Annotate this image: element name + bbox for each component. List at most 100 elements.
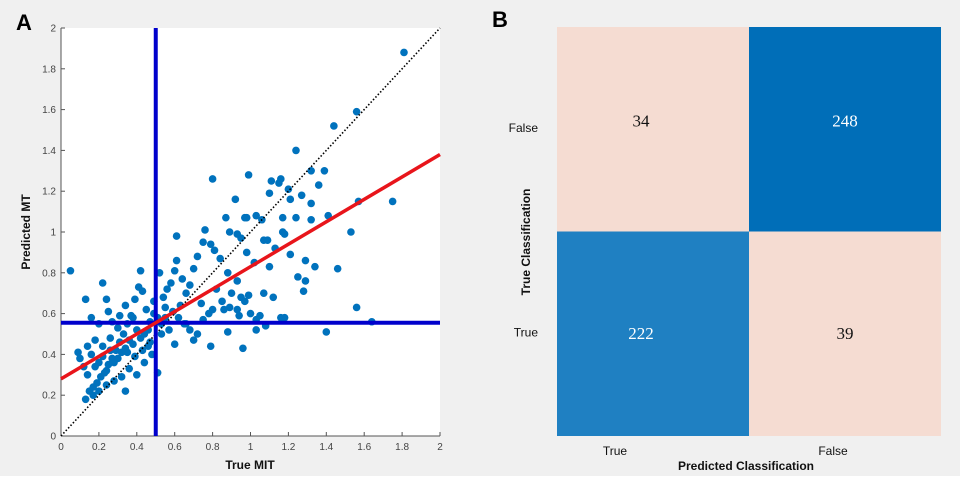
scatter-point (352, 303, 361, 312)
scatter-point (210, 246, 219, 255)
scatter-point (83, 371, 92, 379)
plot-area (61, 28, 440, 436)
heatmap-cell (557, 231, 749, 436)
x-tick-label: 0.2 (92, 442, 106, 453)
scatter-point (388, 197, 397, 206)
scatter-point (201, 226, 209, 234)
heatmap-cell (557, 27, 749, 232)
scatter-point (199, 238, 207, 246)
scatter-point (114, 354, 122, 363)
scatter-point (299, 287, 308, 295)
scatter-point (87, 313, 96, 322)
scatter-point (233, 305, 242, 314)
scatter-point (66, 266, 75, 275)
scatter-point (96, 373, 105, 381)
y-tick-label: 1.2 (42, 187, 56, 198)
scatter-point (106, 334, 115, 342)
x-tick-label: 1.6 (357, 442, 371, 453)
scatter-point (102, 366, 111, 375)
scatter-point (193, 330, 202, 338)
scatter-point (294, 273, 302, 281)
scatter-point (301, 256, 310, 265)
panel-label-b: B (492, 7, 508, 32)
cell-value: 248 (832, 111, 858, 130)
scatter-point (256, 311, 264, 320)
scatter-point (123, 348, 132, 357)
scatter-point (286, 195, 295, 204)
scatter-point (89, 391, 98, 400)
scatter-point (246, 309, 255, 318)
scatter-point (265, 262, 274, 271)
scatter-point (81, 395, 90, 404)
scatter-point (189, 336, 198, 344)
y-tick-label: 1 (50, 228, 56, 239)
scatter-point (87, 350, 96, 359)
scatter-point (142, 305, 151, 314)
y-category-label: False (509, 121, 539, 135)
scatter-point (208, 175, 217, 183)
scatter-point (172, 256, 181, 265)
scatter-point (265, 189, 274, 198)
scatter-point (222, 213, 230, 222)
panel-label-a: A (16, 10, 32, 35)
x-tick-label: 0.8 (206, 442, 220, 453)
scatter-point (235, 311, 243, 320)
scatter-point (136, 334, 145, 342)
scatter-point (225, 228, 234, 236)
scatter-point (146, 338, 154, 346)
scatter-point (352, 107, 361, 116)
scatter-point (172, 232, 181, 240)
y-tick-label: 0.6 (42, 309, 56, 320)
scatter-point (178, 275, 187, 283)
scatter-point (74, 348, 82, 357)
scatter-point (208, 305, 217, 314)
scatter-point (131, 295, 139, 304)
scatter-point (227, 289, 236, 298)
scatter-point (133, 371, 141, 379)
scatter-point (252, 326, 260, 334)
scatter-point (244, 171, 253, 179)
y-axis-label-b: True Classification (519, 189, 533, 296)
scatter-point (170, 266, 179, 275)
scatter-point (242, 213, 251, 222)
scatter-point (297, 191, 306, 200)
scatter-point (138, 346, 147, 355)
scatter-point (81, 295, 90, 304)
scatter-point (167, 279, 175, 287)
scatter-point (241, 297, 249, 306)
x-tick-label: 1.4 (319, 442, 333, 453)
scatter-point (286, 250, 295, 259)
scatter-point (216, 254, 224, 263)
scatter-point (278, 213, 287, 222)
scatter-point (91, 362, 99, 371)
scatter-point (76, 354, 84, 363)
x-tick-label: 1.2 (281, 442, 295, 453)
scatter-point (189, 264, 198, 273)
y-tick-label: 0.2 (42, 391, 56, 402)
scatter-point (121, 301, 130, 310)
cell-value: 222 (628, 324, 654, 343)
scatter-point (223, 328, 232, 336)
scatter-point (102, 381, 111, 389)
y-tick-label: 1.6 (42, 105, 56, 116)
scatter-point (186, 281, 194, 289)
y-tick-label: 1.4 (42, 146, 56, 157)
x-axis-label-a: True MIT (225, 458, 275, 472)
scatter-point (125, 364, 134, 373)
fit-line (60, 152, 441, 381)
scatter-point (91, 336, 99, 344)
scatter-point (275, 179, 283, 187)
scatter-point (134, 283, 143, 291)
cell-value: 39 (837, 324, 854, 343)
scatter-point (115, 311, 124, 320)
scatter-point (114, 324, 122, 332)
x-category-label: False (818, 444, 848, 458)
scatter-point (218, 297, 226, 306)
scatter-point (292, 213, 300, 222)
y-tick-label: 0 (50, 432, 56, 443)
scatter-point (284, 185, 293, 193)
x-tick-label: 1.8 (395, 442, 409, 453)
scatter-point (280, 313, 289, 322)
scatter-point (242, 248, 251, 257)
